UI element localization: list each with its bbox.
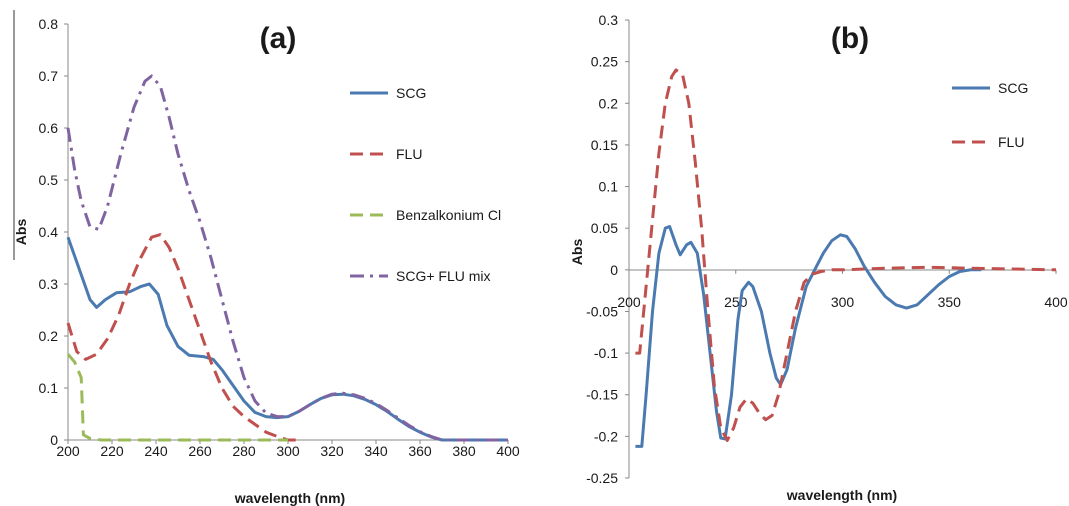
legend: SCG FLU [952,80,1028,150]
legend-label: SCG+ FLU mix [396,268,491,284]
y-tick-label: -0.1 [594,345,618,361]
x-tick-label: 340 [364,443,388,459]
y-tick-label: 0 [610,262,618,278]
x-tick-label: 300 [276,443,300,459]
y-tick-labels: 0 0.1 0.2 0.3 0.4 0.5 0.6 0.7 0.8 [39,16,68,448]
x-axis-title: wavelength (nm) [786,487,897,503]
y-tick-label: 0.7 [39,68,59,84]
chart-panel-b: (b) wavelength (nm) Abs -0.25-0.2-0.15-0… [569,12,1068,503]
y-tick-label: -0.2 [594,428,618,444]
x-tick-label: 200 [56,443,80,459]
legend-label: SCG [998,80,1028,96]
y-tick-label: 0.15 [591,137,618,153]
panel-label-a: (a) [260,22,297,55]
x-tick-labels: 200 220 240 260 280 300 320 340 360 380 400 [56,440,520,459]
y-tick-label: 0.4 [39,224,59,240]
x-tick-label: 400 [496,443,520,459]
x-tick-label: 400 [1044,294,1068,310]
x-tick-label: 240 [144,443,168,459]
y-tick-label: -0.05 [586,303,618,319]
y-tick-labels: -0.25 -0.2 -0.15 -0.1 -0.05 0 0.05 0.1 0.15 0.2 0.… [586,12,629,486]
legend: SCG FLU Benzalkonium Cl SCG+ FLU mix [350,85,501,284]
series-line-flu [66,233,297,442]
series-line-benzalkonium-cl [66,353,288,442]
series-line-flu [635,68,1057,442]
x-tick-label: 380 [452,443,476,459]
y-tick-label: 0 [50,432,58,448]
y-axis-title: Abs [569,239,585,266]
series-lines [66,74,508,442]
x-axis-title: wavelength (nm) [234,490,345,506]
y-tick-label: 0.05 [591,220,618,236]
x-tick-labels: 200 250 300 350 400 [617,269,1068,310]
y-tick-label: -0.15 [586,387,618,403]
panel-label-b: (b) [831,22,869,55]
x-tick-label: 300 [831,294,855,310]
series-line-scg-flu-mix [66,74,508,442]
y-tick-label: 0.1 [39,380,59,396]
legend-label: FLU [998,134,1024,150]
y-tick-label: 0.3 [599,12,619,28]
x-tick-label: 360 [408,443,432,459]
x-tick-label: 200 [617,294,641,310]
x-tick-label: 320 [320,443,344,459]
x-tick-label: 350 [938,294,962,310]
x-tick-label: 280 [232,443,256,459]
legend-label: SCG [396,85,426,101]
y-axis-title: Abs [13,219,29,246]
series-lines [635,68,1057,448]
y-tick-label: 0.2 [599,95,619,111]
y-tick-label: 0.8 [39,16,59,32]
x-tick-label: 260 [188,443,212,459]
x-tick-label: 220 [100,443,124,459]
legend-label: Benzalkonium Cl [396,207,501,223]
legend-label: FLU [396,146,422,162]
x-tick-label: 250 [724,294,748,310]
series-line-scg [635,225,982,448]
chart-panel-a: (a) wavelength (nm) Abs 0 0.1 0.2 0.3 0.4 0.5… [13,10,520,506]
y-tick-label: 0.5 [39,172,59,188]
y-tick-label: -0.25 [586,470,618,486]
y-tick-label: 0.3 [39,276,59,292]
y-tick-label: 0.1 [599,179,619,195]
y-tick-label: 0.6 [39,120,59,136]
y-tick-label: 0.25 [591,54,618,70]
y-tick-label: 0.2 [39,328,59,344]
